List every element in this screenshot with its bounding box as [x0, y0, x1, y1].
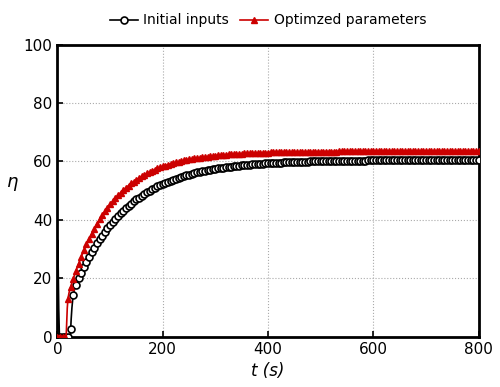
Initial inputs	[418, 158, 424, 163]
Initial inputs	[476, 158, 482, 163]
Initial inputs	[373, 158, 379, 163]
Optimzed parameters	[306, 149, 312, 154]
Y-axis label: η: η	[7, 173, 18, 191]
Optimzed parameters	[403, 149, 409, 154]
Initial inputs	[306, 159, 312, 164]
Optimzed parameters	[314, 149, 320, 154]
Initial inputs	[403, 158, 409, 163]
Optimzed parameters	[476, 149, 482, 154]
X-axis label: t (s): t (s)	[252, 362, 284, 380]
Optimzed parameters	[54, 334, 60, 339]
Optimzed parameters	[418, 149, 424, 154]
Initial inputs	[314, 159, 320, 164]
Line: Initial inputs: Initial inputs	[54, 157, 482, 340]
Legend: Initial inputs, Optimzed parameters: Initial inputs, Optimzed parameters	[104, 8, 432, 33]
Initial inputs	[184, 173, 190, 178]
Line: Optimzed parameters: Optimzed parameters	[54, 148, 482, 340]
Optimzed parameters	[373, 149, 379, 154]
Initial inputs	[54, 334, 60, 339]
Optimzed parameters	[184, 158, 190, 162]
